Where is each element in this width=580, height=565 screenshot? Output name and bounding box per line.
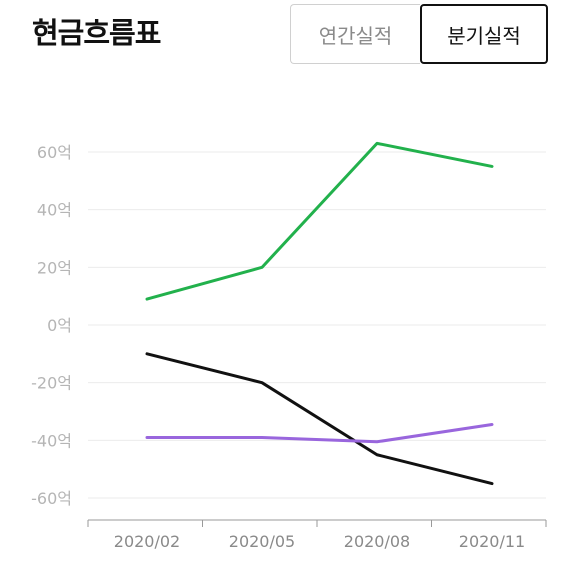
series-line-3: [145, 422, 494, 444]
annual-tab[interactable]: 연간실적: [290, 4, 420, 64]
y-tick-label: 60억: [37, 143, 72, 162]
x-tick-label: 2020/02: [114, 532, 180, 551]
x-tick-label: 2020/11: [459, 532, 525, 551]
quarterly-tab[interactable]: 분기실적: [420, 4, 548, 64]
y-tick-label: 40억: [37, 201, 72, 220]
y-tick-label: -20억: [31, 374, 72, 393]
grid-layer: [88, 151, 546, 499]
page-title: 현금흐름표: [32, 16, 161, 50]
series-line-2: [145, 352, 494, 486]
axis-layer: 60억 40억 20억 0억 -20억 -40억 -60억 2020/02 2020/05 202…: [31, 143, 547, 551]
period-toggle: 연간실적 분기실적: [290, 4, 548, 64]
y-tick-label: -60억: [31, 489, 72, 508]
series-line-1: [145, 141, 494, 301]
series-layer: [145, 141, 494, 486]
x-tick-label: 2020/05: [229, 532, 295, 551]
x-tick-label: 2020/08: [344, 532, 410, 551]
y-tick-label: -40억: [31, 431, 72, 450]
y-tick-label: 20억: [37, 258, 72, 277]
y-tick-label: 0억: [47, 316, 72, 335]
